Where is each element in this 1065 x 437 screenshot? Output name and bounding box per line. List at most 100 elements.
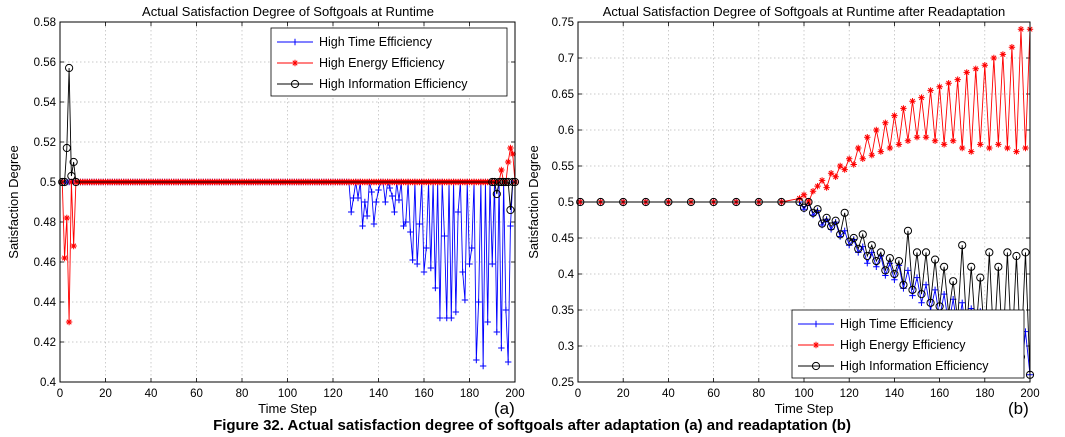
series-point: [817, 219, 827, 228]
series-point: [348, 208, 355, 216]
y-tick-label: 0.25: [552, 377, 574, 389]
series-point: [877, 148, 885, 155]
x-axis-label: Time Step: [258, 401, 317, 416]
axis-ticks: 0 20 40 60 80 100 120 140 160 180 200 0.4 0.42 0.44 0.…: [34, 17, 525, 400]
series-point: [402, 218, 409, 226]
series-point: [468, 244, 475, 252]
series-point: [831, 216, 840, 225]
series-point: [841, 227, 848, 234]
series-point: [800, 191, 808, 198]
series-point: [386, 184, 394, 192]
series-point: [895, 141, 903, 148]
series-point: [809, 188, 817, 195]
series-point: [868, 152, 875, 159]
series-point: [499, 177, 508, 187]
series-point: [854, 244, 863, 253]
series-point: [949, 277, 958, 286]
y-tick-label: 0.42: [34, 337, 56, 349]
series-point: [509, 150, 516, 158]
series-point: [876, 248, 885, 257]
series-point: [890, 269, 899, 279]
series-1: [577, 26, 1034, 206]
series-point: [986, 144, 993, 152]
x-tick-label: 0: [575, 388, 581, 400]
series-point: [836, 230, 845, 239]
series-point: [904, 267, 912, 274]
series-point: [1022, 144, 1029, 152]
series-point: [498, 344, 505, 352]
series-point: [922, 281, 930, 288]
series-point: [799, 203, 809, 212]
series-point: [858, 230, 867, 239]
series-point: [361, 198, 369, 206]
series-point: [448, 314, 455, 322]
series-point: [855, 144, 862, 152]
series-point: [664, 197, 673, 207]
series-point: [995, 141, 1002, 148]
series-point: [508, 177, 517, 187]
series-point: [493, 328, 500, 336]
series-point: [827, 170, 835, 177]
x-tick-label: 140: [369, 388, 388, 400]
series-point: [882, 119, 889, 126]
series-point: [420, 268, 428, 276]
series-point: [885, 254, 894, 263]
y-axis-label: Satisfaction Degree: [526, 145, 541, 258]
series-point: [498, 166, 505, 174]
series-point: [985, 248, 994, 257]
series-point: [921, 248, 931, 257]
series-point: [382, 198, 389, 206]
series-point: [818, 177, 826, 184]
series-point: [963, 69, 970, 76]
legend: High Time Efficiency High Energy Efficien…: [791, 309, 1025, 379]
series-point: [931, 286, 939, 294]
series-point: [940, 290, 948, 298]
series-point: [395, 196, 403, 204]
series-point: [459, 268, 466, 276]
x-tick-label: 180: [975, 388, 994, 400]
series-point: [409, 256, 416, 264]
series-point: [432, 284, 439, 292]
y-tick-label: 0.3: [558, 341, 574, 353]
series-point: [375, 186, 382, 194]
series-point: [926, 298, 935, 307]
series-point: [976, 273, 985, 282]
y-axis-label: Satisfaction Degree: [6, 145, 21, 258]
x-tick-label: 80: [236, 388, 249, 400]
y-tick-label: 0.55: [552, 161, 574, 173]
series-point: [1008, 44, 1016, 51]
series-line: [62, 67, 515, 211]
series-point: [864, 134, 871, 141]
series-point: [927, 87, 934, 94]
series-point: [863, 251, 872, 261]
panel-a-chart: 0 20 40 60 80 100 120 140 160 180 200 0.4 0.42 0.44 0.…: [6, 4, 525, 418]
chart-title: Actual Satisfaction Degree of Softgoals …: [142, 4, 434, 19]
series-point: [506, 205, 515, 215]
series-point: [912, 248, 922, 257]
x-tick-label: 40: [662, 388, 675, 400]
x-tick-label: 100: [794, 388, 813, 400]
series-point: [452, 308, 460, 316]
series-point: [909, 98, 916, 105]
series-point: [981, 62, 988, 69]
series-point: [1003, 248, 1012, 257]
series-point: [936, 83, 943, 90]
y-tick-label: 0.7: [558, 53, 574, 65]
y-tick-label: 0.54: [34, 97, 57, 109]
series-point: [994, 262, 1003, 271]
series-point: [908, 285, 917, 294]
y-tick-label: 0.75: [552, 17, 574, 29]
series-point: [918, 299, 925, 306]
series-point: [990, 54, 998, 62]
y-tick-label: 0.45: [552, 233, 574, 245]
series-point: [475, 298, 482, 306]
series-point: [836, 162, 844, 170]
series-point: [686, 197, 696, 207]
series-point: [436, 314, 444, 322]
series-point: [840, 208, 849, 217]
series-point: [473, 356, 480, 364]
series-point: [882, 272, 889, 279]
axes-frame: [59, 21, 516, 383]
axes-frame: [577, 21, 1031, 383]
